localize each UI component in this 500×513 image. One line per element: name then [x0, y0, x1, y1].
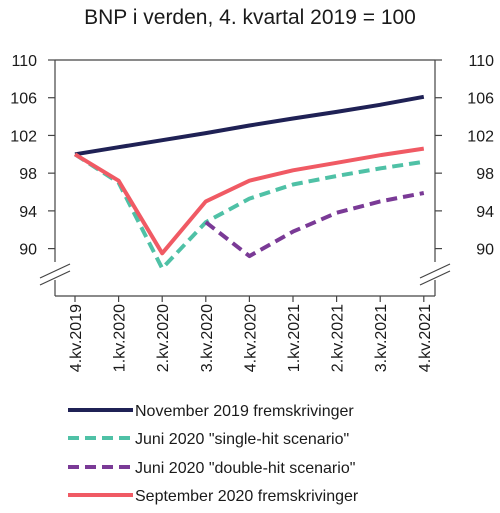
x-tick-label: 1.kv.2020 [112, 304, 129, 372]
series-line-0 [74, 94, 425, 157]
x-tick-label: 4.kv.2019 [68, 304, 85, 372]
x-tick-label: 4.kv.2021 [417, 304, 434, 372]
y-tick-label-left: 106 [10, 91, 37, 108]
y-tick-label-left: 102 [10, 128, 37, 145]
y-tick-label-right: 98 [476, 166, 494, 183]
chart-title: BNP i verden, 4. kvartal 2019 = 100 [84, 6, 416, 29]
x-tick-label: 3.kv.2020 [199, 304, 216, 372]
legend-label-3: September 2020 fremskrivinger [135, 488, 359, 505]
y-tick-label-left: 98 [19, 166, 37, 183]
y-tick-label-right: 106 [467, 91, 494, 108]
x-tick-label: 1.kv.2021 [286, 304, 303, 372]
series-line-2 [204, 191, 425, 259]
y-tick-label-left: 90 [19, 242, 37, 259]
y-tick-label-right: 110 [468, 53, 494, 70]
axis-break-mark-right [419, 263, 451, 279]
legend-label-2: Juni 2020 "double-hit scenario" [135, 460, 355, 477]
x-tick-label: 3.kv.2021 [373, 304, 390, 372]
x-tick-label: 4.kv.2020 [242, 304, 259, 372]
y-tick-label-right: 94 [476, 204, 494, 221]
y-tick-label-right: 102 [467, 128, 494, 145]
y-tick-label-right: 90 [476, 242, 494, 259]
axis-break-mark-left [39, 263, 71, 279]
series-line-1 [73, 152, 425, 271]
x-tick-label: 2.kv.2020 [155, 304, 172, 372]
axes-frame [39, 59, 451, 297]
series-line-3 [73, 146, 425, 256]
x-tick-label: 2.kv.2021 [330, 304, 347, 372]
y-tick-label-left: 110 [11, 53, 37, 70]
legend-label-1: Juni 2020 "single-hit scenario" [135, 431, 349, 448]
legend-label-0: November 2019 fremskrivinger [135, 403, 354, 420]
y-tick-label-left: 94 [19, 204, 37, 221]
